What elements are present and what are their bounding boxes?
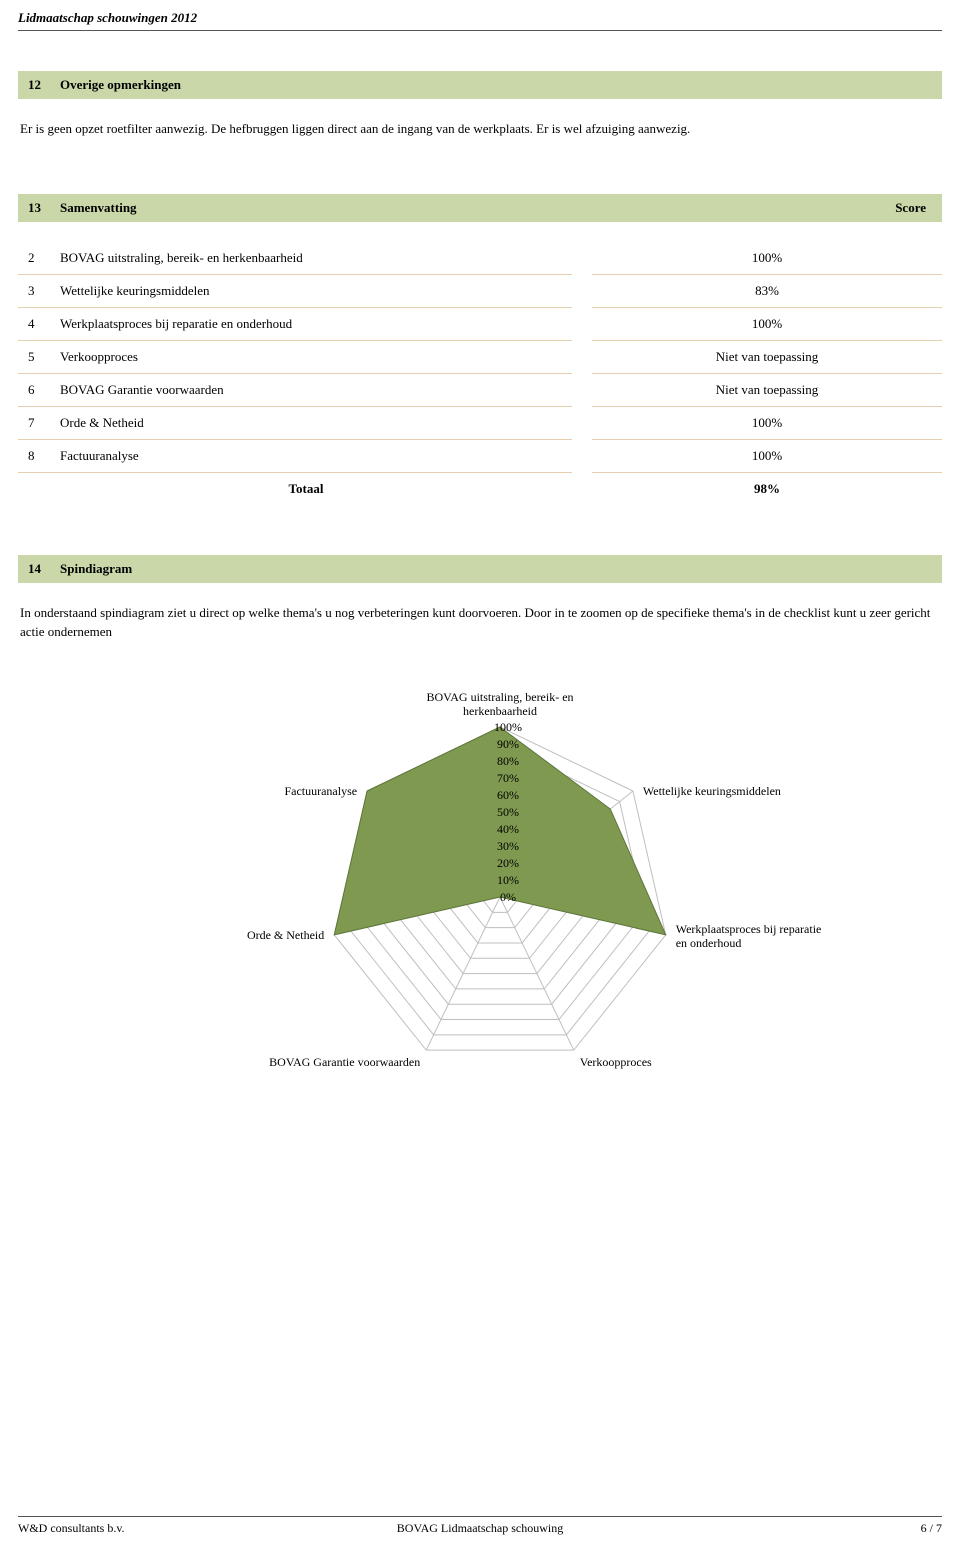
- row-num: 6: [18, 374, 50, 407]
- page-footer: W&D consultants b.v. BOVAG Lidmaatschap …: [18, 1516, 942, 1536]
- svg-text:Verkoopproces: Verkoopproces: [580, 1055, 652, 1069]
- table-row: 8Factuuranalyse 100%: [18, 440, 942, 473]
- svg-text:Werkplaatsproces bij reparatie: Werkplaatsproces bij reparatie: [676, 921, 822, 935]
- table-total-row: Totaal 98%: [18, 473, 942, 505]
- svg-text:herkenbaarheid: herkenbaarheid: [463, 704, 537, 718]
- section-13-num: 13: [28, 200, 60, 216]
- row-num: 2: [18, 242, 50, 275]
- radar-chart-container: 100% 90% 80% 70% 60% 50% 40% 30% 20% 10% 0% BOVAG u…: [18, 642, 942, 1142]
- svg-text:en onderhoud: en onderhoud: [676, 935, 742, 949]
- page-header: Lidmaatschap schouwingen 2012: [18, 10, 942, 26]
- section-13-bar: 13 Samenvatting Score: [18, 194, 942, 222]
- section-13-title: Samenvatting: [60, 200, 895, 216]
- summary-table: 2BOVAG uitstraling, bereik- en herkenbaa…: [18, 242, 942, 505]
- row-score: 100%: [592, 407, 942, 440]
- section-12-num: 12: [28, 77, 60, 93]
- total-score: 98%: [592, 473, 942, 505]
- row-label: Factuuranalyse: [50, 440, 572, 473]
- svg-text:40%: 40%: [497, 822, 519, 836]
- svg-text:10%: 10%: [497, 873, 519, 887]
- row-label: Werkplaatsproces bij reparatie en onderh…: [50, 308, 572, 341]
- row-score: 100%: [592, 308, 942, 341]
- section-12-body: Er is geen opzet roetfilter aanwezig. De…: [18, 119, 942, 139]
- section-13-score-label: Score: [895, 200, 926, 216]
- section-14-bar: 14 Spindiagram: [18, 555, 942, 583]
- footer-left: W&D consultants b.v.: [18, 1521, 125, 1536]
- row-score: 100%: [592, 440, 942, 473]
- table-row: 3Wettelijke keuringsmiddelen 83%: [18, 275, 942, 308]
- svg-text:BOVAG uitstraling, bereik- en: BOVAG uitstraling, bereik- en: [426, 690, 573, 704]
- header-rule: [18, 30, 942, 31]
- svg-text:Factuuranalyse: Factuuranalyse: [284, 784, 357, 798]
- row-score: Niet van toepassing: [592, 374, 942, 407]
- svg-text:50%: 50%: [497, 805, 519, 819]
- row-label: BOVAG Garantie voorwaarden: [50, 374, 572, 407]
- section-14-title: Spindiagram: [60, 561, 932, 577]
- radar-chart: 100% 90% 80% 70% 60% 50% 40% 30% 20% 10% 0% BOVAG u…: [120, 652, 840, 1112]
- table-row: 5Verkoopproces Niet van toepassing: [18, 341, 942, 374]
- table-row: 4Werkplaatsproces bij reparatie en onder…: [18, 308, 942, 341]
- footer-right: 6 / 7: [921, 1521, 942, 1536]
- svg-text:0%: 0%: [500, 890, 516, 904]
- row-num: 5: [18, 341, 50, 374]
- row-score: Niet van toepassing: [592, 341, 942, 374]
- svg-text:BOVAG Garantie voorwaarden: BOVAG Garantie voorwaarden: [269, 1055, 420, 1069]
- table-row: 6BOVAG Garantie voorwaarden Niet van toep…: [18, 374, 942, 407]
- row-label: Orde & Netheid: [50, 407, 572, 440]
- row-num: 7: [18, 407, 50, 440]
- section-14-body: In onderstaand spindiagram ziet u direct…: [18, 603, 942, 642]
- table-row: 7Orde & Netheid 100%: [18, 407, 942, 440]
- svg-text:20%: 20%: [497, 856, 519, 870]
- row-num: 3: [18, 275, 50, 308]
- section-12-bar: 12 Overige opmerkingen: [18, 71, 942, 99]
- svg-text:Orde & Netheid: Orde & Netheid: [247, 927, 324, 941]
- row-score: 83%: [592, 275, 942, 308]
- row-label: BOVAG uitstraling, bereik- en herkenbaar…: [50, 242, 572, 275]
- svg-text:90%: 90%: [497, 737, 519, 751]
- svg-text:60%: 60%: [497, 788, 519, 802]
- svg-text:100%: 100%: [494, 720, 522, 734]
- svg-text:80%: 80%: [497, 754, 519, 768]
- row-label: Verkoopproces: [50, 341, 572, 374]
- svg-text:Wettelijke keuringsmiddelen: Wettelijke keuringsmiddelen: [643, 784, 781, 798]
- total-label: Totaal: [50, 473, 572, 505]
- footer-center: BOVAG Lidmaatschap schouwing: [397, 1521, 563, 1536]
- row-num: 4: [18, 308, 50, 341]
- svg-text:30%: 30%: [497, 839, 519, 853]
- section-12-title: Overige opmerkingen: [60, 77, 932, 93]
- section-14-num: 14: [28, 561, 60, 577]
- svg-text:70%: 70%: [497, 771, 519, 785]
- row-score: 100%: [592, 242, 942, 275]
- row-num: 8: [18, 440, 50, 473]
- row-label: Wettelijke keuringsmiddelen: [50, 275, 572, 308]
- table-row: 2BOVAG uitstraling, bereik- en herkenbaa…: [18, 242, 942, 275]
